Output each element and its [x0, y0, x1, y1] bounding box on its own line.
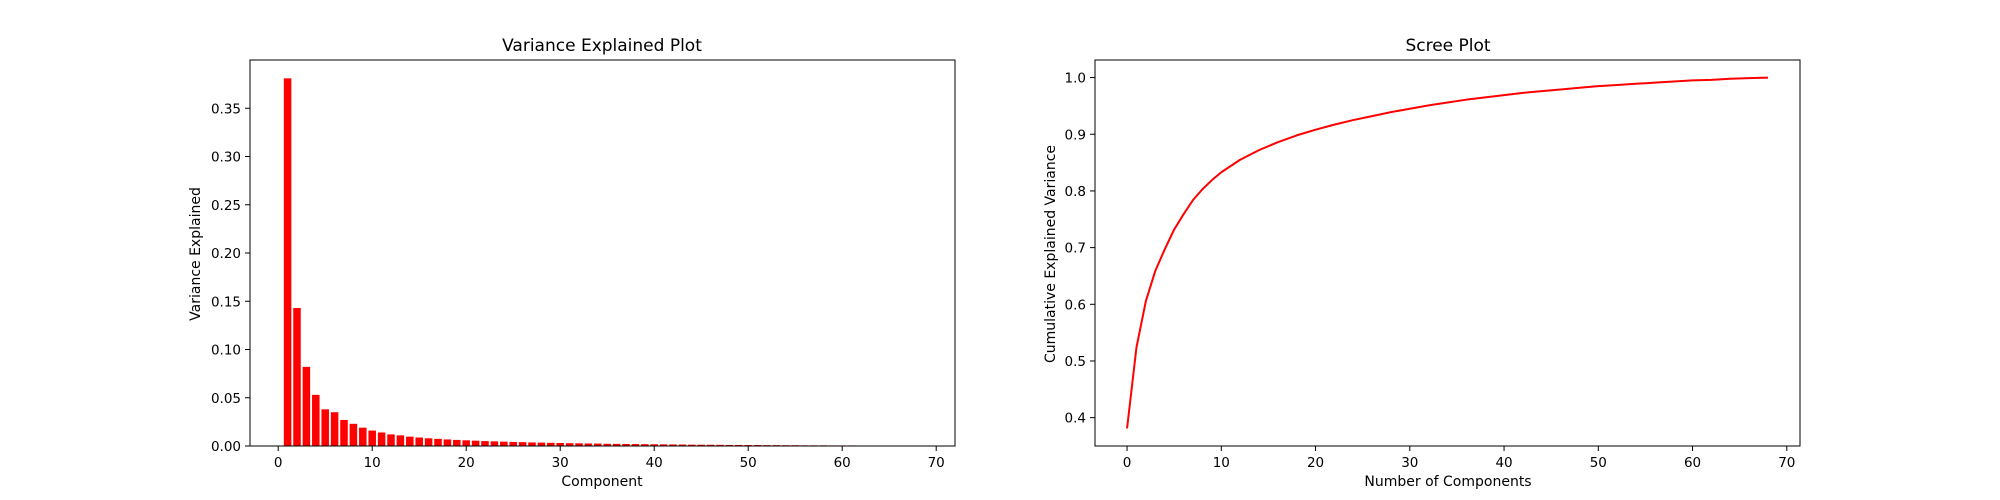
bar [659, 444, 668, 446]
bar [359, 427, 367, 446]
bar [424, 438, 433, 446]
y-axis-label: Variance Explained [188, 187, 204, 321]
bar [387, 434, 395, 446]
bar [406, 436, 414, 446]
bar [584, 443, 593, 446]
bar [556, 443, 564, 446]
bar [603, 443, 611, 446]
bar [669, 444, 677, 446]
bar [716, 444, 724, 446]
y-tick-label: 0.9 [1065, 127, 1086, 143]
x-tick-label: 70 [1778, 455, 1795, 471]
bar [678, 444, 687, 446]
x-tick-label: 20 [1307, 455, 1324, 471]
x-tick-label: 10 [1213, 455, 1230, 471]
x-tick-label: 0 [1123, 455, 1132, 471]
bar [415, 437, 423, 446]
bar [697, 444, 705, 446]
x-tick-label: 50 [1590, 455, 1607, 471]
scree-plot-panel: Scree Plot Number of Components Cumulati… [1043, 36, 1801, 490]
cumulative-variance-line [1126, 76, 1768, 429]
x-tick-label: 30 [1401, 455, 1418, 471]
bar [312, 394, 320, 446]
chart-title: Variance Explained Plot [502, 36, 702, 56]
y-tick-label: 0.05 [211, 391, 241, 407]
x-tick-label: 20 [458, 455, 475, 471]
y-tick-label: 0.8 [1065, 184, 1086, 200]
variance-explained-panel: Variance Explained Plot Component Varian… [188, 36, 956, 490]
x-tick-label: 50 [740, 455, 757, 471]
bar [650, 444, 658, 446]
y-tick-label: 0.5 [1065, 354, 1086, 370]
tick-group: 0 10 20 30 40 50 60 70 0.00 0.05 0.10 0.15 0.20 0.25 0… [211, 101, 945, 471]
x-tick-label: 40 [646, 455, 663, 471]
x-tick-label: 60 [834, 455, 851, 471]
bar [725, 444, 734, 446]
y-tick-label: 0.35 [211, 101, 241, 117]
bar [368, 430, 376, 446]
bar [283, 78, 292, 447]
y-tick-label: 0.6 [1065, 297, 1086, 313]
bar [340, 419, 348, 446]
bar [622, 443, 630, 446]
bar [500, 441, 508, 446]
bar [537, 442, 546, 446]
bar [302, 366, 311, 446]
bar [443, 439, 452, 446]
bar [490, 441, 499, 446]
bar [594, 443, 602, 446]
x-axis-label: Number of Components [1364, 474, 1531, 490]
bar [321, 409, 329, 446]
bar [528, 442, 536, 446]
y-tick-label: 0.25 [211, 198, 241, 214]
line-group [1126, 76, 1768, 429]
bar-group [283, 78, 893, 447]
y-tick-label: 0.4 [1065, 411, 1086, 427]
bar [453, 439, 461, 446]
bar [518, 442, 527, 446]
y-axis-label: Cumulative Explained Variance [1043, 145, 1059, 363]
plot-frame [249, 59, 956, 447]
bar [481, 441, 489, 446]
x-axis-label: Component [561, 474, 643, 490]
bar [631, 444, 640, 446]
x-tick-label: 60 [1684, 455, 1701, 471]
bar [575, 443, 583, 446]
bar [434, 438, 442, 446]
x-tick-label: 10 [364, 455, 381, 471]
x-tick-label: 30 [552, 455, 569, 471]
y-tick-label: 0.10 [211, 343, 241, 359]
bar [612, 443, 621, 446]
bar [641, 444, 649, 446]
plot-frame [1094, 59, 1801, 447]
y-tick-label: 1.0 [1065, 71, 1086, 87]
bar [688, 444, 696, 446]
bar [471, 440, 480, 446]
x-tick-label: 70 [928, 455, 945, 471]
bar [396, 435, 405, 446]
bar [330, 412, 339, 446]
bar [377, 432, 386, 446]
y-tick-label: 0.30 [211, 150, 241, 166]
y-tick-label: 0.20 [211, 246, 241, 262]
bar [293, 308, 301, 446]
bar [735, 444, 743, 446]
bar [547, 442, 555, 446]
x-tick-label: 40 [1495, 455, 1512, 471]
bar [565, 443, 574, 446]
y-tick-label: 0.7 [1065, 241, 1086, 257]
y-tick-label: 0.15 [211, 294, 241, 310]
y-tick-label: 0.00 [211, 439, 241, 455]
chart-title: Scree Plot [1405, 36, 1490, 56]
tick-group: 0 10 20 30 40 50 60 70 0.4 0.5 0.6 0.7 0.8 0.9 1.0 [1065, 71, 1796, 471]
bar [509, 441, 517, 446]
bar [706, 444, 715, 446]
bar [462, 440, 470, 446]
x-tick-label: 0 [274, 455, 283, 471]
bar [349, 423, 358, 446]
